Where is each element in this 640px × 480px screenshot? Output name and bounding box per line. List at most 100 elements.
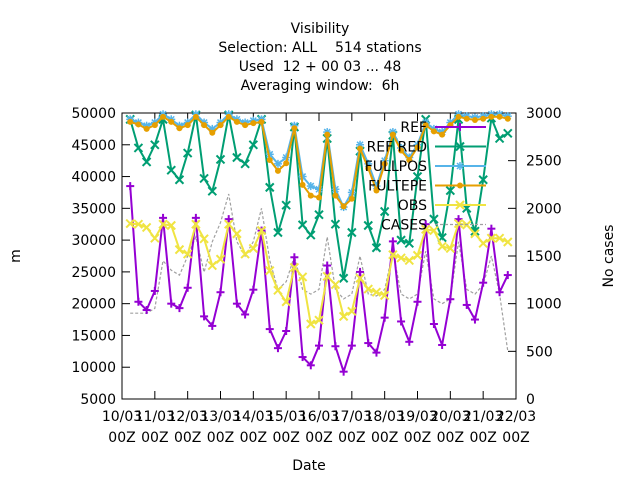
- x-tick-label-date: 21/03: [463, 409, 503, 425]
- chart-title-line: Averaging window: 6h: [241, 78, 400, 94]
- point-marker: [274, 160, 282, 168]
- point-marker: [233, 118, 240, 125]
- point-marker: [283, 160, 290, 167]
- point-marker: [470, 226, 480, 236]
- point-marker: [330, 219, 341, 229]
- point-marker: [463, 115, 470, 122]
- point-marker: [160, 113, 167, 120]
- y2-tick-label: 500: [526, 344, 553, 360]
- point-marker: [379, 206, 390, 217]
- point-marker: [445, 185, 456, 196]
- point-marker: [207, 260, 217, 271]
- x-tick-label-hour: 00Z: [141, 430, 168, 446]
- x-tick-label-date: 22/03: [496, 409, 536, 425]
- point-marker: [371, 287, 382, 297]
- legend-label: REF RED: [367, 140, 427, 156]
- point-marker: [291, 125, 298, 132]
- point-marker: [248, 140, 259, 150]
- point-marker: [357, 145, 364, 152]
- point-marker: [242, 122, 249, 129]
- point-marker: [396, 235, 406, 245]
- y-tick-label: 5000: [80, 392, 116, 408]
- point-marker: [347, 306, 357, 317]
- point-marker: [314, 209, 324, 220]
- y2-tick-label: 2000: [526, 201, 562, 217]
- point-marker: [256, 225, 267, 236]
- point-marker: [151, 122, 158, 129]
- point-marker: [141, 157, 152, 167]
- point-marker: [184, 122, 191, 129]
- point-marker: [141, 222, 152, 233]
- point-marker: [478, 175, 488, 185]
- x-tick-label-hour: 00Z: [240, 430, 267, 446]
- point-marker: [274, 167, 281, 174]
- point-marker: [314, 315, 324, 325]
- x-tick-label-date: 15/03: [266, 409, 306, 425]
- point-marker: [258, 118, 265, 125]
- point-marker: [324, 131, 331, 138]
- point-marker: [429, 214, 439, 224]
- point-marker: [429, 225, 439, 236]
- point-marker: [192, 113, 199, 120]
- point-marker: [150, 140, 160, 150]
- point-marker: [396, 253, 406, 263]
- x-tick-label-date: 18/03: [364, 409, 404, 425]
- point-marker: [133, 143, 144, 153]
- y-tick-label: 50000: [71, 106, 116, 122]
- x-tick-label-date: 10/03: [102, 409, 142, 425]
- point-marker: [201, 122, 208, 129]
- legend: REF REF RED FULLPOS FULTEPE OBS CASES: [365, 120, 486, 234]
- x-tick-label-hour: 00Z: [207, 430, 234, 446]
- point-marker: [240, 159, 250, 169]
- point-marker: [455, 200, 465, 210]
- point-marker: [494, 133, 505, 144]
- y-axis-label: m: [8, 249, 24, 263]
- point-marker: [316, 194, 322, 201]
- point-marker: [453, 218, 464, 229]
- point-marker: [340, 203, 347, 210]
- point-marker: [373, 187, 380, 194]
- y-tick-label: 35000: [71, 201, 116, 217]
- point-marker: [250, 120, 257, 127]
- point-marker: [209, 129, 216, 136]
- y-tick-label: 20000: [71, 297, 116, 313]
- y-tick-label: 45000: [71, 138, 116, 154]
- point-marker: [299, 173, 307, 181]
- x-tick-label-date: 12/03: [167, 409, 207, 425]
- point-marker: [135, 121, 142, 128]
- point-marker: [299, 181, 306, 188]
- point-marker: [168, 118, 175, 125]
- y2-tick-label: 3000: [526, 106, 562, 122]
- point-marker: [412, 171, 423, 182]
- point-marker: [421, 224, 431, 235]
- x-tick-label-hour: 00Z: [502, 430, 529, 446]
- point-marker: [414, 144, 421, 151]
- series-line: [129, 115, 509, 208]
- point-marker: [158, 219, 168, 229]
- point-marker: [381, 160, 388, 167]
- x-tick-label-date: 14/03: [233, 409, 273, 425]
- y2-tick-label: 1000: [526, 297, 562, 313]
- point-marker: [199, 234, 209, 244]
- point-marker: [133, 219, 144, 229]
- chart-title-block: Visibility Selection: ALL 514 stations Use…: [218, 21, 421, 94]
- y2-tick-label: 2500: [526, 154, 562, 170]
- point-marker: [456, 162, 464, 170]
- point-marker: [232, 152, 242, 163]
- x-tick-label-hour: 00Z: [108, 430, 135, 446]
- legend-label: REF: [400, 120, 427, 136]
- legend-label: CASES: [381, 218, 427, 234]
- point-marker: [406, 157, 413, 164]
- point-marker: [478, 238, 488, 248]
- point-marker: [224, 219, 234, 229]
- legend-label: OBS: [398, 198, 427, 214]
- y-tick-label: 15000: [71, 328, 116, 344]
- point-marker: [445, 243, 456, 254]
- y2-axis-label: No cases: [601, 225, 617, 288]
- point-marker: [217, 122, 224, 129]
- point-marker: [455, 141, 465, 152]
- point-marker: [127, 118, 134, 125]
- y2-tick-label: 0: [526, 392, 535, 408]
- series-ref: [126, 182, 512, 376]
